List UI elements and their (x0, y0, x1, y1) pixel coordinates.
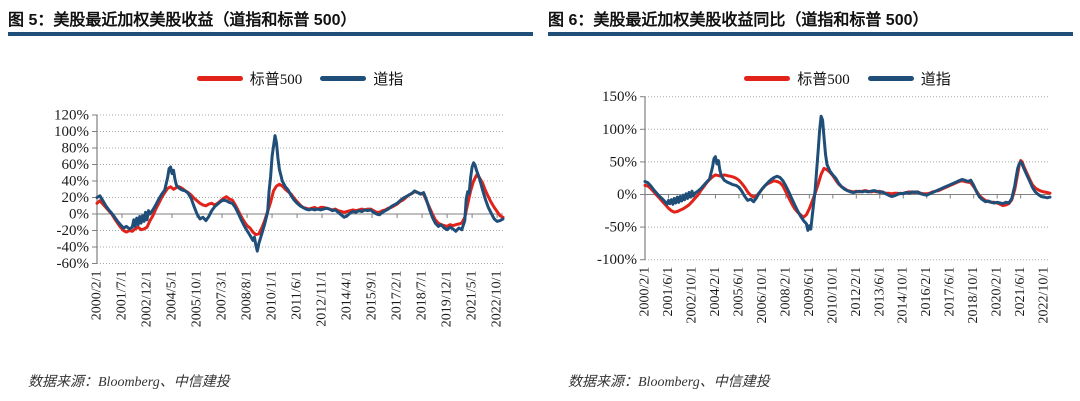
figure-5-title: 图 5：美股最近加权美股收益（道指和标普 500） (8, 12, 357, 29)
y-tick-label: 20% (62, 190, 90, 206)
y-tick-label: 0% (69, 207, 89, 223)
x-tick-label: 2001/6/1 (661, 267, 676, 317)
x-tick-label: 2019/12/1 (440, 271, 455, 328)
legend-label-sp500: 标普500 (797, 71, 850, 88)
figure-6-chart: 150% 100% 50% 0% -50% -100%2000/2/1 2001/6/1 20… (597, 89, 1052, 324)
x-tick-label: 2007/3/1 (215, 271, 230, 321)
dow-line-swatch (320, 75, 367, 81)
x-tick-label: 2022/10/1 (1037, 267, 1052, 324)
x-tick-label: 2008/2/1 (778, 267, 793, 317)
x-tick-label: 2008/8/1 (240, 271, 255, 321)
y-tick-label: -40% (57, 240, 90, 256)
series-line-dow (643, 114, 1052, 232)
y-tick-label: -60% (57, 256, 90, 272)
figure-5-legend: 标普500 道指 (97, 68, 503, 89)
sp500-line-swatch (744, 75, 791, 81)
figure-6-panel: 图 6：美股最近加权美股收益同比（道指和标普 500） 标普500 道指 150… (540, 0, 1080, 401)
x-tick-label: 2022/10/1 (490, 271, 505, 328)
y-tick-label: 50% (610, 154, 638, 170)
x-tick-label: 2011/6/1 (290, 271, 305, 320)
x-tick-label: 2021/5/1 (465, 271, 480, 321)
x-tick-label: 2012/2/1 (849, 267, 864, 317)
x-tick-label: 2009/6/1 (802, 267, 817, 317)
legend-item-dow: 道指 (320, 68, 403, 89)
y-tick-label: 60% (62, 157, 90, 173)
figure-5-panel: 图 5：美股最近加权美股收益（道指和标普 500） 标普500 道指 120% 1… (8, 12, 533, 390)
figure-5-title-underline-bar (8, 32, 533, 36)
y-tick-label: 80% (62, 141, 90, 157)
x-tick-label: 2002/12/1 (140, 271, 155, 328)
x-tick-label: 2002/10/1 (684, 267, 699, 324)
x-tick-label: 2005/10/1 (190, 271, 205, 328)
x-tick-label: 2004/2/1 (708, 267, 723, 317)
y-tick-label: 150% (602, 89, 637, 105)
series-line-dow (95, 134, 505, 253)
x-tick-label: 2013/6/1 (872, 267, 887, 317)
y-tick-label: -50% (605, 220, 638, 236)
legend-item-sp500: 标普500 (196, 68, 303, 89)
figure-5-source: 数据来源：Bloomberg、中信建投 (28, 375, 230, 390)
legend-label-sp500: 标普500 (249, 71, 303, 88)
figure-6-title: 图 6：美股最近加权美股收益同比（道指和标普 500） (548, 12, 929, 29)
x-tick-label: 2000/2/1 (90, 271, 105, 321)
x-tick-label: 2014/4/1 (340, 271, 355, 321)
x-tick-label: 2000/2/1 (638, 267, 653, 317)
x-tick-label: 2021/6/1 (1013, 267, 1028, 317)
y-tick-label: 100% (54, 124, 89, 140)
legend-item-dow: 道指 (867, 68, 951, 89)
x-tick-label: 2006/10/1 (755, 267, 770, 324)
x-tick-label: 2014/10/1 (896, 267, 911, 324)
x-tick-label: 2020/2/1 (990, 267, 1005, 317)
y-tick-label: 40% (62, 174, 90, 190)
x-tick-label: 2016/2/1 (919, 267, 934, 317)
series-line-sp500 (643, 159, 1052, 219)
figure-6-title-underline-bar (548, 32, 1073, 36)
x-tick-label: 2018/7/1 (415, 271, 430, 321)
x-tick-label: 2015/9/1 (365, 271, 380, 321)
y-tick-label: 0% (617, 187, 637, 203)
x-tick-label: 2010/10/1 (825, 267, 840, 324)
y-tick-label: 100% (602, 122, 637, 138)
x-tick-label: 2010/1/1 (265, 271, 280, 321)
x-tick-label: 2005/6/1 (731, 267, 746, 317)
x-tick-label: 2017/2/1 (390, 271, 405, 321)
x-tick-label: 2017/6/1 (943, 267, 958, 317)
x-tick-label: 2012/11/1 (315, 271, 330, 327)
x-tick-label: 2004/5/1 (165, 271, 180, 321)
legend-item-sp500: 标普500 (744, 68, 850, 89)
y-tick-label: -100% (597, 252, 637, 268)
figure-5-chart: 120%100%80%60%40%20%0%-20%-40%-60%2000/2… (54, 108, 505, 328)
legend-label-dow: 道指 (373, 71, 404, 88)
x-tick-label: 2001/7/1 (115, 271, 130, 321)
y-tick-label: 120% (54, 108, 89, 124)
figure-6-source: 数据来源：Bloomberg、中信建投 (568, 375, 770, 390)
sp500-line-swatch (196, 75, 243, 81)
figure-6-legend: 标普500 道指 (645, 68, 1050, 89)
legend-label-dow: 道指 (920, 71, 951, 88)
dow-line-swatch (867, 75, 914, 81)
x-tick-label: 2018/10/1 (966, 267, 981, 324)
y-tick-label: -20% (57, 223, 90, 239)
